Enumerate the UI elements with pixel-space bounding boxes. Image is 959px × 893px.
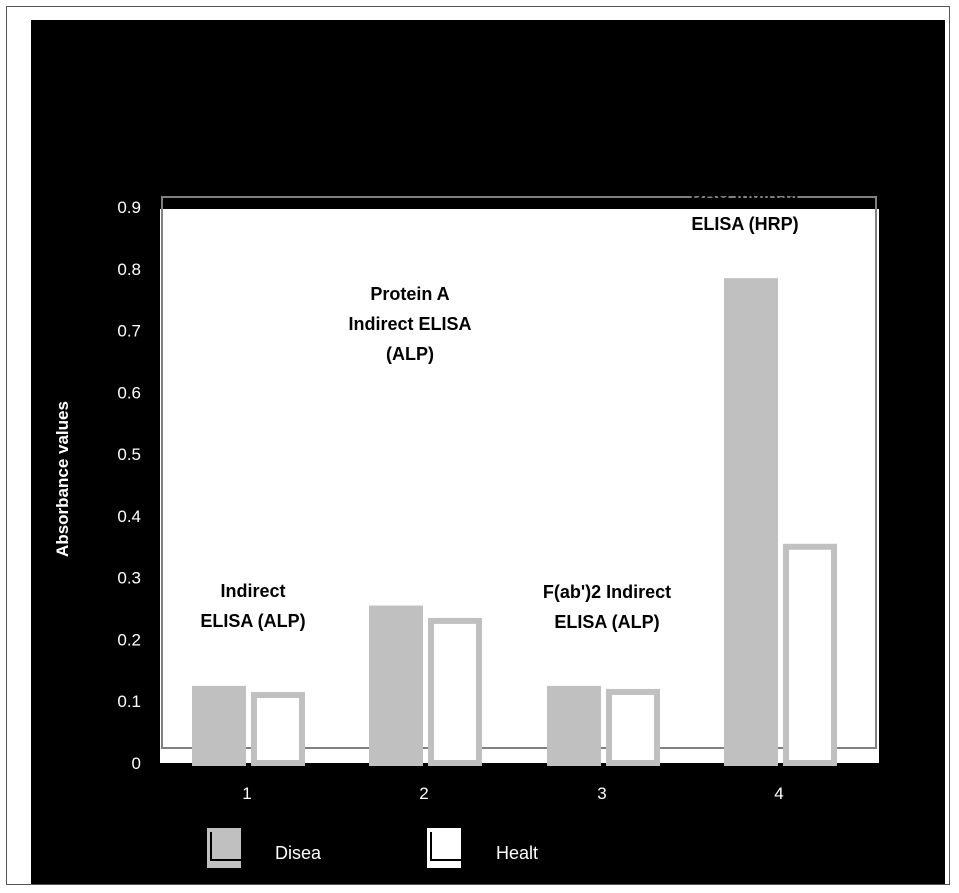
y-tick-label: 0.4 (117, 507, 141, 526)
legend-swatch-edge (210, 832, 241, 861)
bars (192, 278, 837, 767)
annotation-line: Protein A (370, 284, 449, 304)
legend-swatch-healthy (427, 828, 461, 868)
annotation-line: DAC Indirect (690, 184, 799, 204)
plot-frame (161, 196, 877, 749)
y-tick-label: 0.5 (117, 445, 141, 464)
legend-swatch-edge (430, 832, 461, 861)
y-tick-label: 0.2 (117, 630, 141, 649)
x-tick-label: 1 (242, 784, 251, 803)
y-tick-label: 0 (132, 754, 141, 773)
bar-disease (724, 278, 778, 766)
x-tick-label: 2 (419, 784, 428, 803)
annotation-line: Indirect (220, 581, 285, 601)
x-tick-label: 3 (597, 784, 606, 803)
bar-chart: Absorbance values 0 0.1 0.2 0.3 0.4 0.5 0.6 0.7… (31, 20, 945, 884)
bar-healthy (783, 543, 837, 766)
annotation-line: (ALP) (386, 344, 434, 364)
bar-healthy (606, 688, 660, 767)
y-tick-labels: 0 0.1 0.2 0.3 0.4 0.5 0.6 0.7 0.8 0.9 (117, 198, 141, 773)
y-tick-label: 0.9 (117, 198, 141, 217)
bar-healthy (251, 692, 305, 766)
chart-frame: Absorbance values 0 0.1 0.2 0.3 0.4 0.5 0.6 0.7… (6, 6, 950, 885)
bar-healthy (428, 617, 482, 767)
annotation-line: ELISA (HRP) (691, 214, 798, 234)
legend-swatch-disease (207, 828, 241, 868)
legend: Disea Healt (207, 828, 538, 868)
y-tick-label: 0.8 (117, 260, 141, 279)
annotation-line: ELISA (ALP) (554, 612, 659, 632)
category-annotations: Indirect ELISA (ALP) Protein A Indirect ELI… (200, 184, 799, 632)
annotation-line: Indirect ELISA (348, 314, 471, 334)
annotation-line: F(ab')2 Indirect (543, 582, 671, 602)
y-tick-label: 0.3 (117, 569, 141, 588)
x-tick-label: 4 (774, 784, 783, 803)
bar-disease (547, 685, 601, 766)
legend-label: Disea (275, 843, 322, 863)
y-tick-label: 0.7 (117, 322, 141, 341)
bar-disease (192, 685, 246, 766)
bar-disease (369, 605, 423, 766)
x-tick-labels: 1 2 3 4 (242, 784, 783, 803)
legend-label: Healt (496, 843, 538, 863)
y-tick-label: 0.1 (117, 692, 141, 711)
annotation-line: ELISA (ALP) (200, 611, 305, 631)
y-axis-label: Absorbance values (53, 401, 72, 557)
y-tick-label: 0.6 (117, 383, 141, 402)
